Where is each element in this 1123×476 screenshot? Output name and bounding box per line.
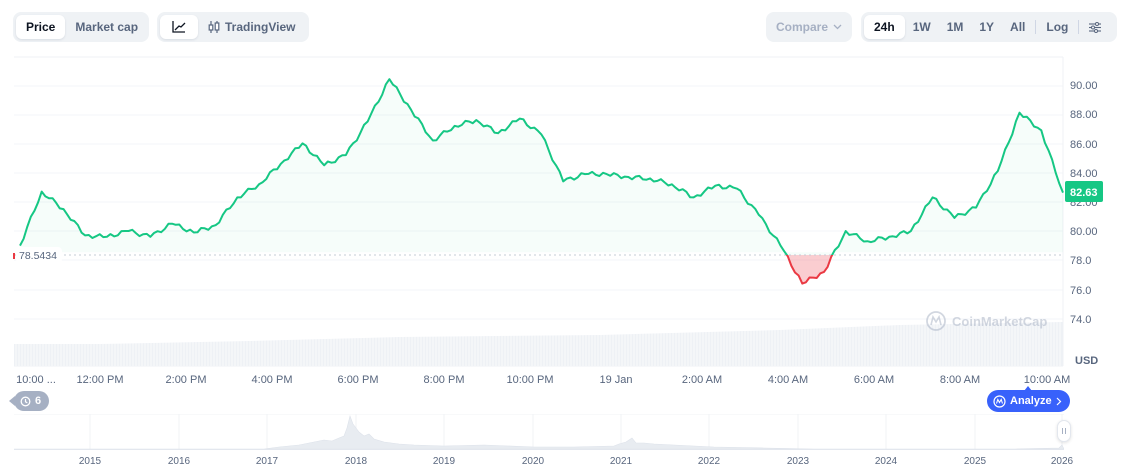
analyze-label: Analyze <box>1010 395 1052 407</box>
year-tick: 2015 <box>78 456 102 467</box>
log-scale-button[interactable]: Log <box>1046 20 1069 34</box>
price-chart[interactable]: 78.5434 CoinMarketCap 90.00 88.00 86.00 … <box>0 50 1123 380</box>
year-tick: 2021 <box>609 456 633 467</box>
year-tick: 2016 <box>167 456 191 467</box>
year-tick: 2025 <box>963 456 987 467</box>
svg-text:86.00: 86.00 <box>1070 139 1098 151</box>
x-tick: 10:00 ... <box>16 374 56 386</box>
x-axis: 10:00 ... 12:00 PM 2:00 PM 4:00 PM 6:00 … <box>0 374 1123 388</box>
x-tick: 19 Jan <box>599 374 633 386</box>
svg-text:88.00: 88.00 <box>1070 109 1098 121</box>
history-count: 6 <box>35 395 42 407</box>
tab-market-cap[interactable]: Market cap <box>75 20 139 34</box>
x-tick: 10:00 AM <box>1023 374 1071 386</box>
candlestick-icon <box>208 21 220 33</box>
x-tick: 6:00 AM <box>853 374 895 386</box>
navigator-year-axis: 2015 2016 2017 2018 2019 2020 2021 2022 … <box>0 456 1123 470</box>
chart-toolbar: Price Market cap TradingView Compare 24h… <box>13 12 1117 42</box>
analyze-button[interactable]: Analyze <box>987 390 1070 412</box>
time-range-toggle: 24h 1W 1M 1Y All Log <box>861 12 1117 42</box>
history-events-badge[interactable]: 6 <box>8 391 50 411</box>
range-1w[interactable]: 1W <box>912 20 931 34</box>
x-tick: 2:00 AM <box>681 374 723 386</box>
svg-text:74.0: 74.0 <box>1070 314 1091 326</box>
year-tick: 2017 <box>255 456 279 467</box>
coinmarketcap-watermark: CoinMarketCap <box>926 311 1047 331</box>
svg-text:CoinMarketCap: CoinMarketCap <box>952 314 1047 329</box>
year-tick: 2019 <box>432 456 456 467</box>
x-tick: 2:00 PM <box>165 374 207 386</box>
volume-bars <box>14 322 1063 366</box>
compare-dropdown[interactable]: Compare <box>766 12 852 42</box>
line-chart-button[interactable] <box>160 15 198 39</box>
year-tick: 2018 <box>344 456 368 467</box>
svg-text:80.00: 80.00 <box>1070 226 1098 238</box>
chart-type-toggle: Price Market cap <box>13 12 149 42</box>
baseline-label: 78.5434 <box>13 247 62 263</box>
x-tick: 6:00 PM <box>337 374 379 386</box>
x-tick: 10:00 PM <box>506 374 554 386</box>
x-tick: 4:00 AM <box>767 374 809 386</box>
range-1m[interactable]: 1M <box>946 20 964 34</box>
range-24h[interactable]: 24h <box>864 15 905 39</box>
current-price-tag: 82.63 <box>1065 181 1103 202</box>
year-tick: 2026 <box>1050 456 1074 467</box>
volume-bar-stripes <box>15 320 1061 366</box>
year-tick: 2022 <box>697 456 721 467</box>
chevron-right-icon <box>1056 397 1061 405</box>
svg-text:78.0: 78.0 <box>1070 255 1091 267</box>
svg-text:82.63: 82.63 <box>1070 187 1098 199</box>
svg-text:90.00: 90.00 <box>1070 80 1098 92</box>
tradingview-label: TradingView <box>225 20 296 34</box>
line-chart-icon <box>172 21 186 33</box>
svg-text:84.00: 84.00 <box>1070 168 1098 180</box>
range-all[interactable]: All <box>1010 20 1026 34</box>
x-tick: 8:00 AM <box>939 374 981 386</box>
year-tick: 2023 <box>786 456 810 467</box>
divider <box>1078 20 1080 34</box>
history-icon <box>20 396 31 406</box>
x-tick: 4:00 PM <box>251 374 293 386</box>
range-1y[interactable]: 1Y <box>979 20 995 34</box>
price-area-down <box>786 255 833 284</box>
navigator-grid <box>14 414 1064 450</box>
svg-text:78.5434: 78.5434 <box>19 250 57 262</box>
x-tick: 12:00 PM <box>76 374 124 386</box>
x-tick: 8:00 PM <box>423 374 465 386</box>
cmc-ai-icon <box>993 394 1006 408</box>
price-area-up <box>20 79 1063 255</box>
chart-settings-button[interactable] <box>1081 15 1109 39</box>
sliders-icon <box>1089 21 1102 33</box>
navigator-drag-handle[interactable] <box>1057 420 1071 442</box>
chart-view-toggle: TradingView <box>157 12 309 42</box>
navigator-area <box>14 414 1064 450</box>
svg-text:USD: USD <box>1075 355 1098 367</box>
tradingview-button[interactable]: TradingView <box>198 15 305 39</box>
year-tick: 2024 <box>874 456 898 467</box>
year-tick: 2020 <box>521 456 545 467</box>
y-axis: 90.00 88.00 86.00 84.00 82.00 80.00 78.0… <box>1070 80 1098 367</box>
divider <box>1035 20 1037 34</box>
chevron-down-icon <box>833 24 842 30</box>
price-chart-svg: 78.5434 CoinMarketCap 90.00 88.00 86.00 … <box>13 56 1103 367</box>
svg-text:76.0: 76.0 <box>1070 285 1091 297</box>
range-navigator[interactable] <box>14 414 1064 450</box>
price-line-up <box>19 78 1064 255</box>
tab-price[interactable]: Price <box>16 15 66 39</box>
compare-label: Compare <box>775 20 828 34</box>
